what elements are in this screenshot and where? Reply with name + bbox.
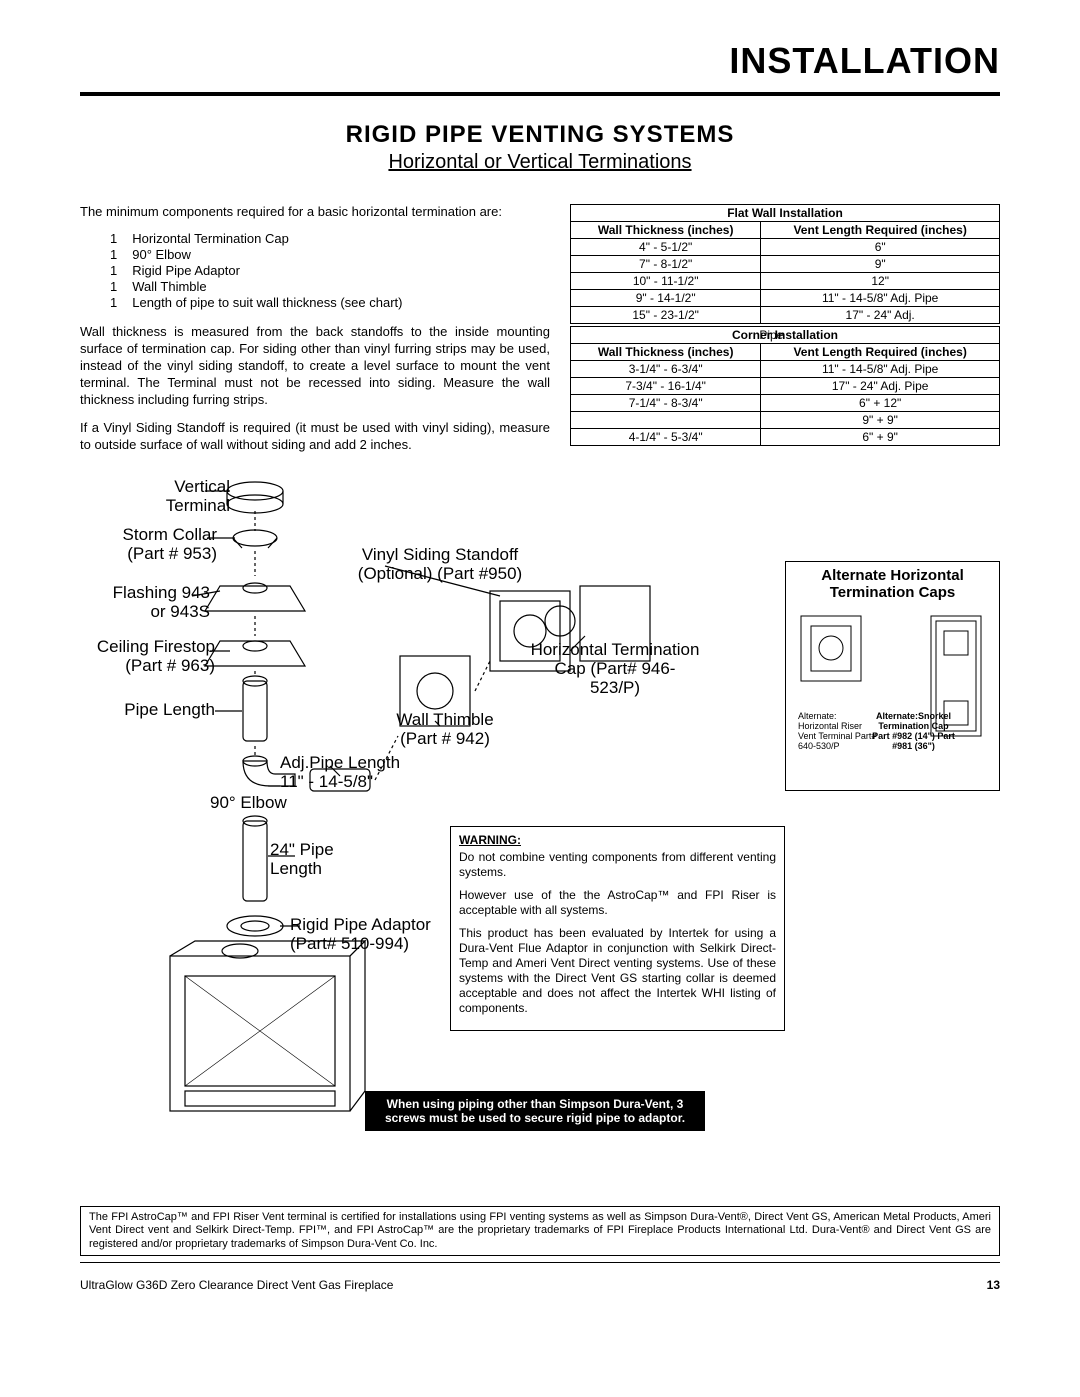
component-row: 1Horizontal Termination Cap	[110, 231, 550, 246]
footer-trademark-box: The FPI AstroCap™ and FPI Riser Vent ter…	[80, 1206, 1000, 1256]
black-notice-box: When using piping other than Simpson Dur…	[365, 1091, 705, 1131]
label-adj-pipe: Adj.Pipe Length 11" - 14-5/8"	[280, 754, 425, 791]
corner-table: Corner InstallationPipe Wall Thickness (…	[570, 326, 1000, 446]
label-elbow: 90° Elbow	[210, 794, 287, 813]
col-header: Wall Thickness (inches)	[571, 344, 761, 361]
component-row: 1Rigid Pipe Adaptor	[110, 263, 550, 278]
alt-snorkel-text: Alternate:Snorkel Termination Cap Part #…	[871, 712, 956, 752]
label-vinyl-siding: Vinyl Siding Standoff (Optional) (Part #…	[355, 546, 525, 583]
table-row: 4" - 5-1/2"6"	[571, 239, 1000, 256]
label-adaptor: Rigid Pipe Adaptor (Part# 510-994)	[290, 916, 460, 953]
label-vertical-terminal: Vertical Terminal	[140, 478, 230, 515]
flat-title: Flat Wall Installation	[571, 205, 1000, 222]
table-row: 7-1/4" - 8-3/4"6" + 12"	[571, 395, 1000, 412]
label-pipe24: 24" Pipe Length	[270, 841, 350, 878]
alternate-caps-box: Alternate Horizontal Termination Caps Al…	[785, 561, 1000, 791]
para2: If a Vinyl Siding Standoff is required (…	[80, 420, 550, 454]
label-pipe-length: Pipe Length	[110, 701, 215, 720]
table-row: 9" + 9"	[571, 412, 1000, 429]
main-title: RIGID PIPE VENTING SYSTEMS	[80, 121, 1000, 149]
label-wall-thimble: Wall Thimble (Part # 942)	[385, 711, 505, 748]
hr-thin	[80, 1262, 1000, 1263]
table-row: 3-1/4" - 6-3/4"11" - 14-5/8" Adj. Pipe	[571, 361, 1000, 378]
footer-left: UltraGlow G36D Zero Clearance Direct Ven…	[80, 1278, 393, 1292]
components-list: 1Horizontal Termination Cap 190° Elbow 1…	[110, 231, 550, 310]
warning-p1: Do not combine venting components from d…	[459, 850, 776, 880]
table-row: 15" - 23-1/2"17" - 24" Adj.	[571, 307, 1000, 324]
left-column: The minimum components required for a ba…	[80, 204, 550, 466]
table-row: 9" - 14-1/2"11" - 14-5/8" Adj. Pipe	[571, 290, 1000, 307]
table-row: 7-3/4" - 16-1/4"17" - 24" Adj. Pipe	[571, 378, 1000, 395]
section-title: INSTALLATION	[80, 40, 1000, 82]
component-row: 1Length of pipe to suit wall thickness (…	[110, 295, 550, 310]
corner-title: Corner InstallationPipe	[571, 327, 1000, 344]
table-row: 7" - 8-1/2"9"	[571, 256, 1000, 273]
page-number: 13	[987, 1278, 1000, 1292]
intro-text: The minimum components required for a ba…	[80, 204, 550, 219]
component-row: 190° Elbow	[110, 247, 550, 262]
warning-p2: However use of the the AstroCap™ and FPI…	[459, 888, 776, 918]
col-header: Vent Length Required (inches)	[761, 344, 1000, 361]
flat-wall-table: Flat Wall Installation Wall Thickness (i…	[570, 204, 1000, 324]
hr-thick	[80, 92, 1000, 96]
warning-box: WARNING: Do not combine venting componen…	[450, 826, 785, 1031]
alt-riser-text: Alternate: Horizontal Riser Vent Termina…	[798, 712, 878, 752]
table-row: 4-1/4" - 5-3/4"6" + 9"	[571, 429, 1000, 446]
label-flashing: Flashing 943 or 943S	[100, 584, 210, 621]
col-header: Vent Length Required (inches)	[761, 222, 1000, 239]
table-row: 10" - 11-1/2"12"	[571, 273, 1000, 290]
label-ceiling-firestop: Ceiling Firestop (Part # 963)	[80, 638, 215, 675]
sub-title: Horizontal or Vertical Terminations	[80, 151, 1000, 174]
warning-p3: This product has been evaluated by Inter…	[459, 926, 776, 1016]
diagram-area: Vertical Terminal Storm Collar (Part # 9…	[80, 476, 1000, 1196]
label-horiz-cap: Horizontal Termination Cap (Part# 946-52…	[530, 641, 700, 697]
component-row: 1Wall Thimble	[110, 279, 550, 294]
footer-line: UltraGlow G36D Zero Clearance Direct Ven…	[80, 1278, 1000, 1292]
para1: Wall thickness is measured from the back…	[80, 324, 550, 408]
alt-caps-title: Alternate Horizontal Termination Caps	[786, 567, 999, 601]
content-row: The minimum components required for a ba…	[80, 204, 1000, 466]
warning-title: WARNING:	[459, 833, 776, 847]
right-column: Flat Wall Installation Wall Thickness (i…	[570, 204, 1000, 466]
label-storm-collar: Storm Collar (Part # 953)	[112, 526, 217, 563]
col-header: Wall Thickness (inches)	[571, 222, 761, 239]
